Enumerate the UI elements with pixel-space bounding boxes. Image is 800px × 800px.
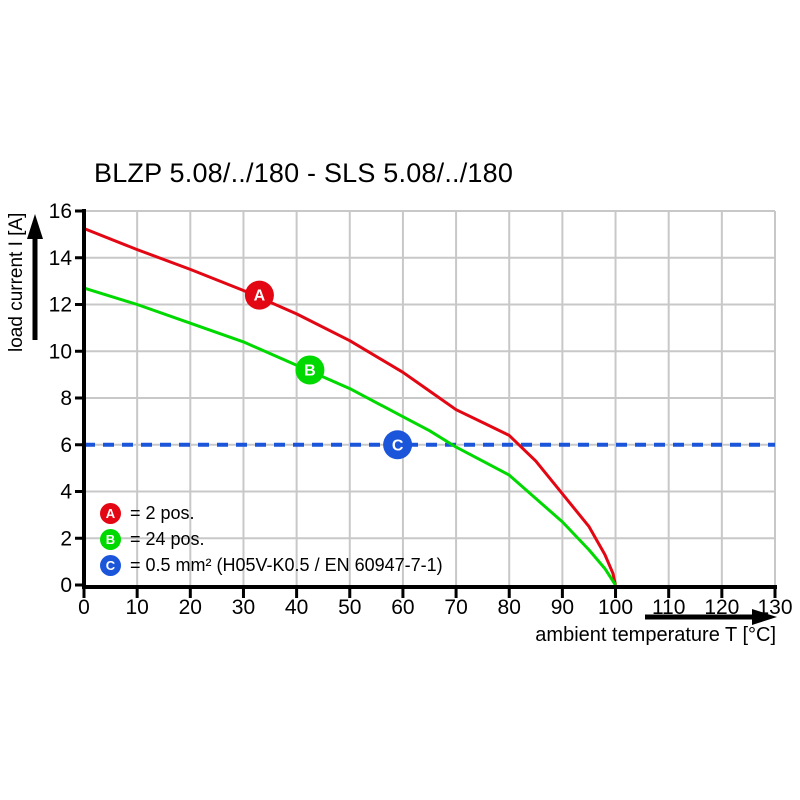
curve-marker-a-label: A bbox=[254, 288, 266, 305]
curve-marker-c bbox=[383, 430, 413, 460]
x-axis-arrow-head bbox=[752, 609, 777, 625]
x-tick-label: 90 bbox=[551, 596, 574, 619]
y-tick-label: 2 bbox=[60, 527, 72, 550]
y-axis-arrow-head bbox=[27, 214, 43, 239]
chart-legend: A = 2 pos. B = 24 pos. C = 0.5 mm² (H05V… bbox=[100, 503, 443, 581]
legend-key-b-icon: B bbox=[100, 529, 121, 550]
curve-marker-a bbox=[244, 280, 274, 310]
y-tick-label: 4 bbox=[60, 481, 72, 504]
y-tick-label: 0 bbox=[60, 574, 72, 597]
y-tick-label: 6 bbox=[60, 434, 72, 457]
y-tick-label: 16 bbox=[49, 200, 72, 223]
y-tick-label: 12 bbox=[49, 294, 72, 317]
x-tick-label: 130 bbox=[757, 596, 792, 619]
series-b-curve bbox=[83, 286, 617, 586]
x-tick-label: 60 bbox=[391, 596, 414, 619]
series-a-curve bbox=[83, 227, 617, 586]
x-tick-label: 10 bbox=[125, 596, 148, 619]
y-tick-label: 10 bbox=[49, 340, 72, 363]
legend-item-c: C = 0.5 mm² (H05V-K0.5 / EN 60947-7-1) bbox=[100, 555, 443, 576]
x-tick-label: 80 bbox=[498, 596, 521, 619]
x-tick-label: 40 bbox=[285, 596, 308, 619]
legend-item-a-label: = 2 pos. bbox=[130, 503, 195, 523]
legend-item-b: B = 24 pos. bbox=[100, 529, 443, 550]
legend-item-a: A = 2 pos. bbox=[100, 503, 443, 524]
x-tick-label: 50 bbox=[338, 596, 361, 619]
x-tick-label: 70 bbox=[444, 596, 467, 619]
curve-marker-b bbox=[295, 355, 325, 385]
legend-key-a-icon: A bbox=[100, 503, 121, 524]
legend-item-c-label: = 0.5 mm² (H05V-K0.5 / EN 60947-7-1) bbox=[130, 555, 443, 575]
x-tick-label: 100 bbox=[598, 596, 633, 619]
legend-key-c-icon: C bbox=[100, 555, 121, 576]
y-axis-label: load current I [A] bbox=[6, 212, 27, 352]
x-tick-label: 120 bbox=[704, 596, 739, 619]
x-tick-label: 0 bbox=[78, 596, 90, 619]
y-tick-label: 8 bbox=[60, 387, 72, 410]
x-tick-label: 20 bbox=[179, 596, 202, 619]
legend-item-b-label: = 24 pos. bbox=[130, 529, 205, 549]
x-tick-label: 110 bbox=[652, 596, 685, 619]
x-axis-label: ambient temperature T [°C] bbox=[535, 624, 776, 646]
y-tick-label: 14 bbox=[49, 247, 73, 270]
curve-marker-c-label: C bbox=[392, 437, 404, 454]
x-tick-label: 30 bbox=[232, 596, 255, 619]
curve-marker-b-label: B bbox=[304, 362, 316, 379]
chart-title: BLZP 5.08/../180 - SLS 5.08/../180 bbox=[94, 158, 514, 188]
